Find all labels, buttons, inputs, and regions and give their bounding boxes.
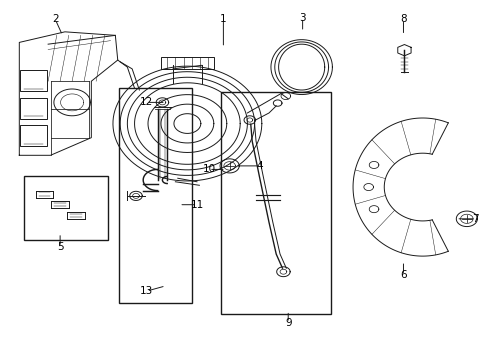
Text: 13: 13 xyxy=(140,286,153,296)
Bar xyxy=(119,88,192,303)
Text: 12: 12 xyxy=(140,98,153,107)
Text: 5: 5 xyxy=(57,242,63,252)
Bar xyxy=(221,92,331,314)
Text: 4: 4 xyxy=(256,161,263,171)
Text: 10: 10 xyxy=(202,165,216,174)
Text: 2: 2 xyxy=(52,14,59,24)
Text: 3: 3 xyxy=(299,13,306,23)
Bar xyxy=(24,176,108,240)
Text: 8: 8 xyxy=(400,14,407,24)
Text: 7: 7 xyxy=(472,214,479,224)
Bar xyxy=(20,125,47,147)
Text: 6: 6 xyxy=(400,270,407,280)
Bar xyxy=(20,70,47,91)
Bar xyxy=(161,57,214,69)
Bar xyxy=(20,98,47,119)
Text: 11: 11 xyxy=(190,200,204,210)
Text: 9: 9 xyxy=(285,318,292,328)
Text: 1: 1 xyxy=(220,14,227,24)
